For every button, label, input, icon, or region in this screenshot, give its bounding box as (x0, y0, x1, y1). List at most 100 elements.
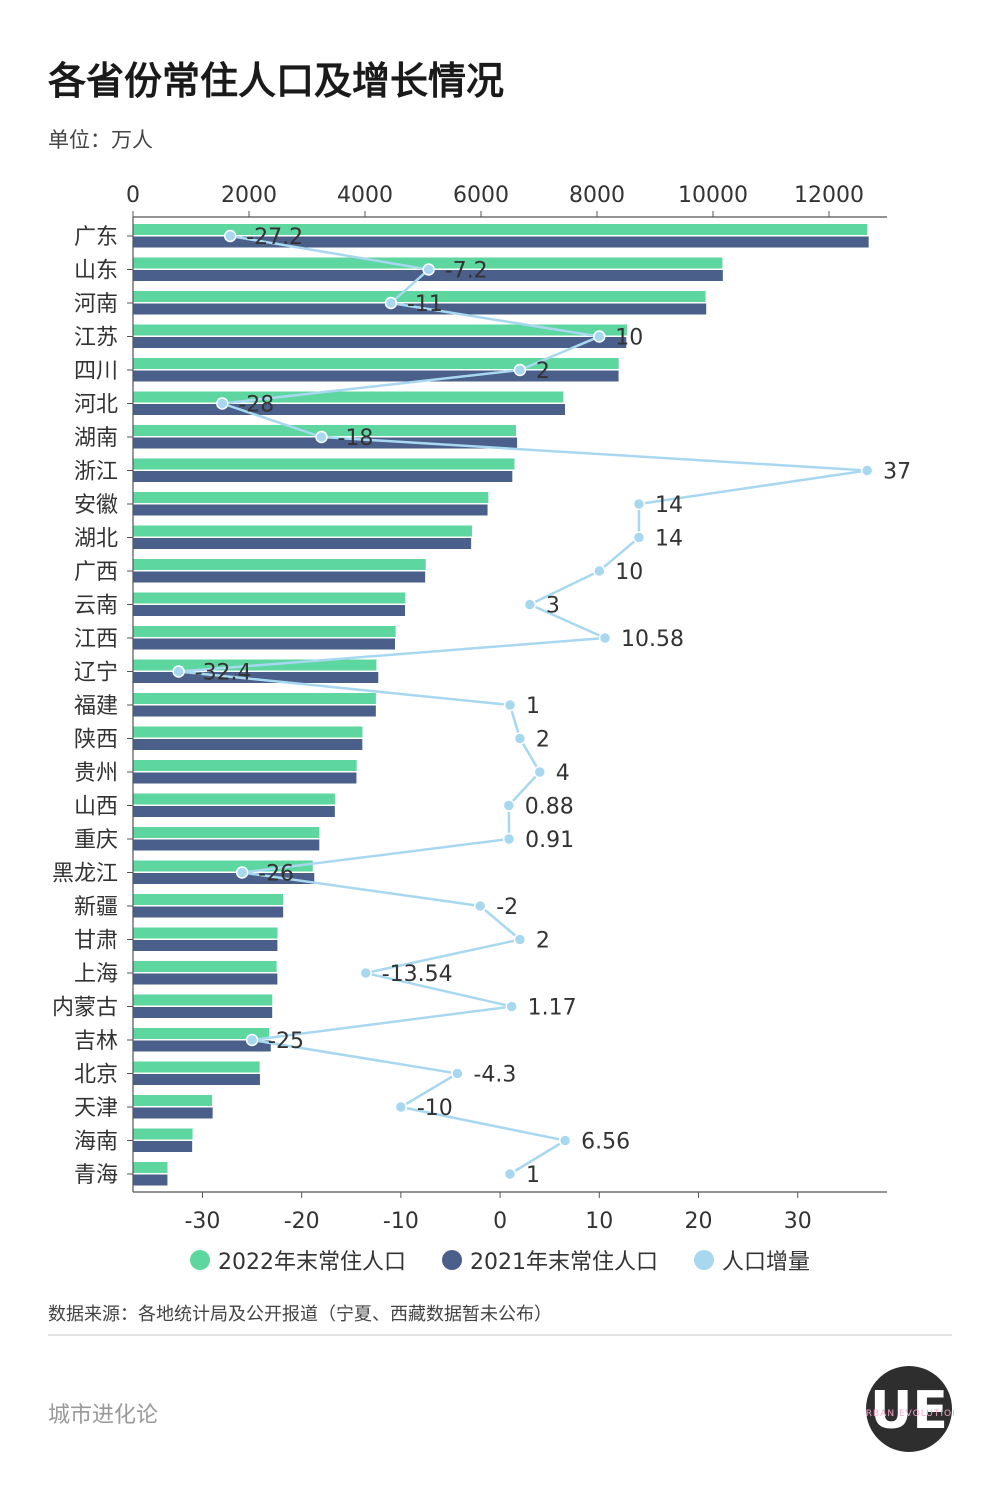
growth-data-label: -28 (238, 393, 274, 418)
growth-point (384, 296, 398, 310)
growth-data-label: 3 (546, 594, 560, 619)
growth-data-label: -26 (258, 862, 294, 887)
growth-data-label: 10.58 (621, 627, 684, 652)
growth-point (502, 832, 516, 846)
bar-2021 (133, 873, 315, 884)
growth-data-label: -11 (407, 292, 443, 317)
bar-2021 (133, 437, 518, 449)
growth-point (394, 1100, 408, 1114)
logo-letters: UE (870, 1381, 948, 1441)
legend: 2022年末常住人口 2021年末常住人口 人口增量 (0, 1244, 1000, 1276)
category-label: 湖南 (74, 426, 118, 451)
bar-2021 (133, 504, 488, 516)
category-label: 浙江 (74, 460, 118, 485)
top-tick-label: 4000 (337, 183, 393, 208)
category-label: 广西 (74, 560, 118, 585)
bar-2022 (133, 458, 515, 470)
category-label: 天津 (74, 1096, 118, 1121)
bar-2021 (133, 839, 320, 851)
category-label: 新疆 (74, 895, 118, 920)
growth-point (513, 363, 527, 377)
bar-2021 (133, 337, 627, 348)
legend-item-2022[interactable]: 2022年末常住人口 (189, 1244, 406, 1276)
bottom-tick-label: -30 (184, 1209, 220, 1234)
bar-2022 (133, 492, 489, 503)
bar-2022 (133, 1128, 193, 1140)
bar-2022 (133, 391, 564, 403)
growth-data-label: 10 (615, 560, 643, 585)
bar-2021 (133, 806, 335, 817)
bar-2021 (133, 303, 707, 315)
bar-2022 (133, 894, 284, 905)
bar-2022 (133, 626, 396, 637)
growth-data-label: 14 (655, 527, 683, 552)
growth-point (558, 1134, 572, 1147)
bar-2022 (133, 358, 619, 369)
logo-ring-text: URBAN EVOLUTION (864, 1409, 954, 1419)
growth-data-label: -2 (496, 895, 518, 920)
growth-data-label: 14 (655, 493, 683, 518)
category-label: 海南 (74, 1130, 118, 1155)
growth-data-label: 2 (536, 929, 550, 954)
category-label: 山东 (74, 259, 118, 284)
bar-2021 (133, 1007, 273, 1018)
bar-2022 (133, 224, 868, 235)
bar-2022 (133, 961, 277, 972)
bottom-tick-label: 0 (493, 1209, 507, 1234)
category-label: 青海 (74, 1163, 118, 1188)
bar-2022 (133, 994, 273, 1006)
chart-title: 各省份常住人口及增长情况 (48, 59, 505, 103)
bar-2022 (133, 793, 335, 805)
bar-2021 (133, 705, 376, 717)
bar-2022 (133, 726, 363, 738)
bar-layer (133, 224, 869, 1186)
growth-point (860, 464, 874, 477)
growth-data-label: 1 (526, 1163, 540, 1188)
growth-data-label: -27.2 (246, 225, 303, 250)
category-label: 福建 (74, 694, 118, 719)
bar-2022 (133, 525, 472, 537)
bar-2021 (133, 638, 395, 650)
growth-point (533, 765, 547, 779)
legend-label: 2022年末常住人口 (217, 1250, 406, 1275)
growth-point (216, 397, 229, 410)
growth-data-label: -4.3 (473, 1063, 516, 1088)
combo-chart: 广东山东河南江苏四川河北湖南浙江安徽湖北广西云南江西辽宁福建陕西贵州山西重庆黑龙… (52, 183, 911, 1234)
bar-2022 (133, 559, 426, 570)
growth-point (502, 799, 516, 812)
bar-2021 (133, 538, 472, 549)
bar-2022 (133, 693, 376, 704)
top-tick-label: 12000 (794, 183, 864, 208)
top-tick-label: 8000 (569, 183, 625, 208)
category-label: 云南 (74, 594, 118, 619)
bar-2022 (133, 860, 313, 872)
unit-label: 单位：万人 (48, 128, 153, 152)
growth-point (503, 698, 517, 712)
growth-data-label: 6.56 (581, 1130, 630, 1155)
growth-point (632, 497, 646, 511)
category-label: 江苏 (74, 326, 118, 351)
growth-point (593, 564, 606, 578)
growth-data-label: 10 (615, 326, 643, 351)
bar-2021 (133, 1107, 213, 1119)
growth-point (235, 866, 249, 879)
category-label: 吉林 (74, 1029, 118, 1054)
category-label: 广东 (74, 225, 118, 250)
growth-data-label: 2 (536, 728, 550, 753)
bottom-tick-label: -10 (383, 1209, 419, 1234)
legend-item-growth[interactable]: 人口增量 (693, 1244, 810, 1276)
top-tick-label: 2000 (221, 183, 277, 208)
bar-2022 (133, 927, 278, 939)
category-label: 北京 (74, 1063, 118, 1088)
growth-point (422, 263, 435, 276)
bar-2021 (133, 940, 278, 951)
top-tick-label: 0 (126, 183, 140, 208)
bar-2022 (133, 425, 517, 436)
growth-data-label: -18 (338, 426, 374, 451)
legend-dot-icon (189, 1250, 210, 1270)
category-label: 湖北 (74, 527, 118, 552)
growth-data-label: 2 (536, 359, 550, 384)
category-label: 上海 (74, 962, 118, 987)
category-label: 陕西 (74, 728, 118, 753)
legend-item-2021[interactable]: 2021年末常住人口 (441, 1244, 658, 1276)
